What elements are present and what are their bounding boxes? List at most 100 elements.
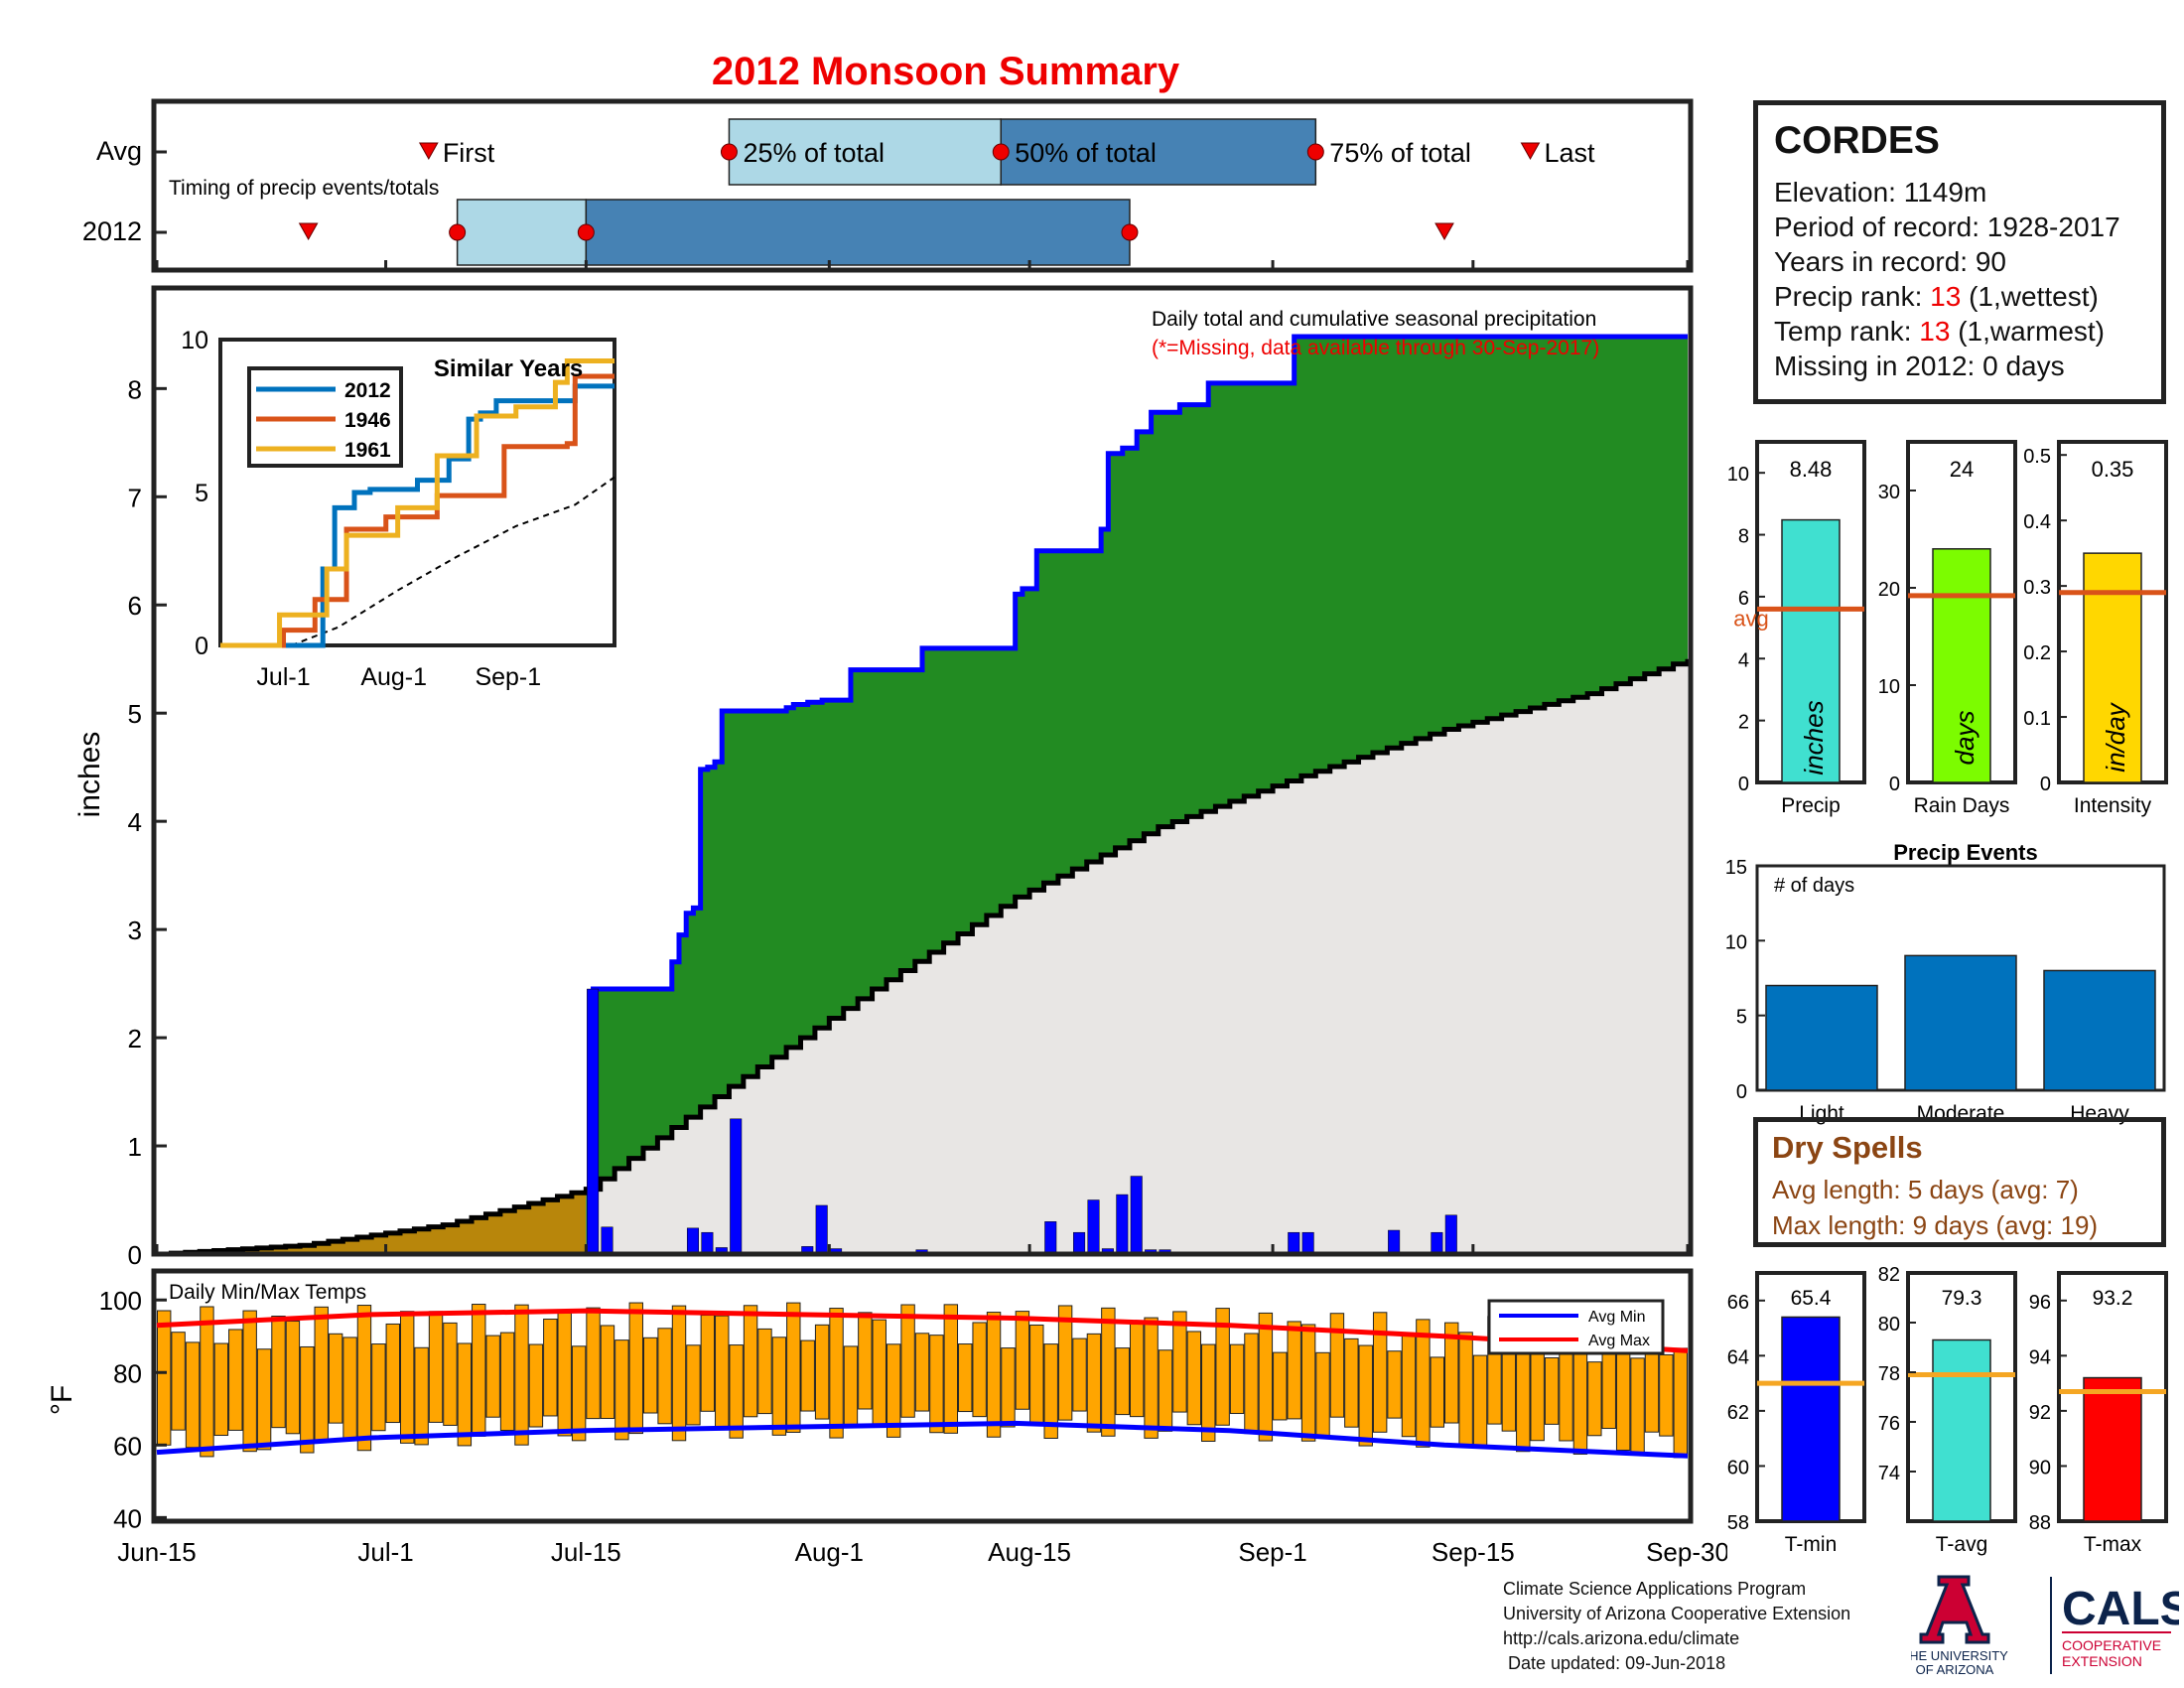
temp-rank-label: Temp rank: (1774, 316, 1920, 347)
daily-temp-bar (1430, 1356, 1445, 1428)
events-title: Precip Events (1893, 840, 2038, 865)
daily-temp-bar (1129, 1321, 1145, 1418)
daily-temp-bar (271, 1316, 286, 1429)
observed-surplus-area (586, 337, 1688, 1254)
inset-y-tick-label: 5 (195, 480, 208, 507)
summary-intensity-chart: 0.35 in/day Intensity 0 0.1 0.2 0.3 0.4 0.5 (2023, 440, 2168, 817)
temp-summary-y-tick-label: 96 (2029, 1292, 2051, 1314)
temp-summary-value: 79.3 (1942, 1287, 1982, 1310)
x-tick-label: Jul-1 (357, 1537, 413, 1567)
summary-label: Rain Days (1914, 794, 2010, 817)
timing-subtitle: Timing of precip events/totals (169, 177, 439, 200)
daily-temp-bar (958, 1343, 973, 1413)
daily-temp-bar (300, 1345, 315, 1454)
summary-y-tick-label: 4 (1738, 649, 1749, 671)
temp-legend-box (1487, 1299, 1665, 1355)
daily-temp-bar (428, 1311, 444, 1423)
timing-2012-start-marker (449, 223, 467, 241)
temp-summary-y-tick-label: 82 (1878, 1264, 1900, 1286)
timing-first-label: First (443, 138, 495, 168)
summary-y-tick-label: 0 (1738, 774, 1749, 795)
temp-summary-y-tick-label: 88 (2029, 1512, 2051, 1534)
daily-temp-bar (771, 1336, 787, 1436)
daily-temp-bar (972, 1322, 987, 1418)
cals-sub2: EXTENSION (2062, 1653, 2142, 1669)
daily-precip-bar (1444, 1214, 1457, 1255)
precip-y-tick-label: 1 (128, 1132, 142, 1162)
precip-y-tick-label: 8 (128, 374, 142, 404)
daily-precip-bar (1116, 1194, 1129, 1255)
daily-temp-bar (686, 1344, 701, 1426)
events-inner-label: # of days (1774, 875, 1854, 897)
daily-temp-bar (671, 1305, 687, 1442)
footer-credits: Climate Science Applications Program Uni… (1503, 1577, 1850, 1676)
daily-precip-bar (1288, 1231, 1300, 1255)
timing-avg-first-marker (418, 142, 439, 161)
events-bar (1904, 954, 2017, 1091)
daily-temp-bar (800, 1339, 815, 1412)
daily-temp-bar (314, 1306, 329, 1442)
temp-y-tick-label: 60 (113, 1431, 142, 1461)
daily-temp-bar (1387, 1350, 1402, 1419)
events-y-tick-label: 0 (1736, 1081, 1747, 1103)
legend-avg-min-label: Avg Min (1588, 1309, 1646, 1326)
dry-spells-title: Dry Spells (1772, 1130, 1923, 1165)
daily-temp-bar (943, 1304, 959, 1434)
temp-summary-y-tick-label: 90 (2029, 1457, 2051, 1478)
daily-temp-bar (1144, 1317, 1159, 1439)
daily-precip-bar (1388, 1229, 1401, 1255)
daily-temp-bar (356, 1305, 372, 1452)
inset-legend-label: 1946 (344, 409, 391, 432)
daily-temp-bar (514, 1304, 529, 1446)
timing-last-label: Last (1544, 138, 1595, 168)
temp-frame (151, 1268, 1694, 1524)
daily-temp-bar (900, 1304, 915, 1418)
summary-y-tick-label: 0 (1889, 774, 1900, 795)
daily-temp-bar (242, 1310, 257, 1453)
summary-precip-chart: 8.48 inches Precip avg 0 2 4 6 8 10 (1727, 440, 1866, 817)
daily-temp-bar (213, 1342, 229, 1437)
timing-panel: Avg 2012 Timing of precip events/totals … (82, 98, 1694, 273)
daily-temp-bar (1401, 1333, 1417, 1438)
temp-summary-y-tick-label: 58 (1727, 1512, 1749, 1534)
station-missing: Missing in 2012: 0 days (1774, 351, 2065, 381)
summary-bar (1932, 548, 1991, 783)
daily-temp-bar (914, 1333, 930, 1412)
footer-date: Date updated: 09-Jun-2018 (1503, 1653, 1726, 1673)
daily-temp-bar (1544, 1356, 1560, 1425)
daily-temp-bar (829, 1308, 844, 1439)
daily-temp-bar (1186, 1331, 1202, 1426)
timing-avg-last-marker (1520, 142, 1541, 161)
station-temp-rank: Temp rank: 13 (1,warmest) (1774, 314, 2145, 349)
footer-url: http://cals.arizona.edu/climate (1503, 1628, 1740, 1648)
daily-temp-bar (1501, 1345, 1517, 1432)
similar-years-inset: Similar Years 2012 1946 1961 0 5 10 Jul-1 Aug-… (181, 327, 616, 691)
temp-rank-value: 13 (1919, 316, 1951, 347)
daily-temp-bar (886, 1343, 901, 1438)
summary-y-tick-label: 0 (2040, 774, 2051, 795)
daily-temp-bar (414, 1346, 429, 1446)
timing-p50-label: 50% of total (1015, 138, 1157, 168)
events-bar (1765, 984, 1878, 1091)
summary-y-tick-label: 30 (1878, 482, 1900, 503)
dry-spells: Dry Spells Avg length: 5 days (avg: 7) M… (1753, 1117, 2166, 1247)
summary-y-tick-label: 0.2 (2023, 642, 2051, 664)
summary-value: 0.35 (2092, 457, 2134, 482)
x-tick-label: Sep-15 (1432, 1537, 1515, 1567)
daily-temp-bar (1287, 1321, 1301, 1420)
daily-temp-bar (1086, 1333, 1102, 1433)
daily-temp-bar (1458, 1332, 1473, 1446)
monsoon-charts: Avg 2012 Timing of precip events/totals … (46, 98, 1727, 1567)
events-bar (2043, 969, 2156, 1091)
daily-temp-bar (1516, 1345, 1531, 1453)
daily-temp-bar (499, 1332, 515, 1432)
daily-temp-bar (1029, 1325, 1044, 1425)
daily-precip-bar (701, 1231, 714, 1255)
daily-temp-bar (528, 1343, 544, 1428)
summary-y-tick-label: 10 (1727, 464, 1749, 486)
precip-y-tick-label: 2 (128, 1024, 142, 1054)
summary-label: Precip (1781, 794, 1841, 817)
daily-temp-bar (614, 1339, 629, 1441)
temp-summary-label: T-min (1785, 1533, 1838, 1556)
